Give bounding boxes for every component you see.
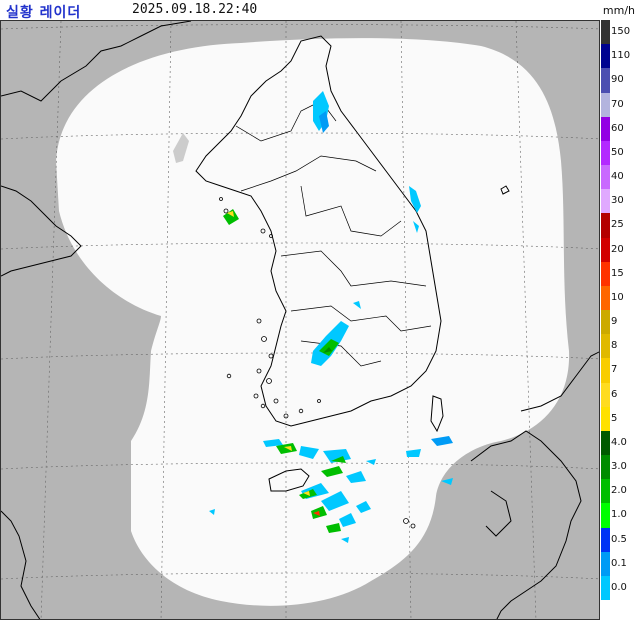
legend-label: 150 (611, 26, 631, 38)
legend-label: 60 (611, 122, 624, 134)
precipitation-legend: mm/h 150 110 90 70 60 50 40 30 25 20 15 10 9 8 7 6 5 4.0 3… (600, 0, 635, 620)
legend-swatch (601, 261, 610, 287)
legend-swatch (601, 20, 610, 45)
legend-swatch (601, 479, 610, 504)
legend-label: 70 (611, 98, 624, 110)
legend-swatch (601, 189, 610, 214)
legend-label: 3.0 (611, 461, 627, 473)
legend-label: 10 (611, 291, 624, 303)
legend-swatch (601, 430, 610, 456)
legend-swatch (601, 92, 610, 118)
radar-coverage-area (56, 38, 570, 606)
legend-label: 20 (611, 243, 624, 255)
legend-label: 7 (611, 364, 618, 376)
legend-label: 1.0 (611, 509, 627, 521)
legend-label: 90 (611, 74, 624, 86)
legend-label: 50 (611, 146, 624, 158)
observation-timestamp: 2025.09.18.22:40 (132, 2, 258, 17)
legend-swatch (601, 382, 610, 408)
legend-swatch (601, 455, 610, 480)
radar-map[interactable] (0, 20, 600, 620)
legend-swatch (601, 213, 610, 238)
legend-label: 8 (611, 340, 618, 352)
legend-unit: mm/h (602, 4, 635, 17)
west-coast-islands (219, 197, 416, 529)
precipitation-echoes (173, 91, 453, 543)
lat-lon-grid (1, 21, 599, 619)
legend-swatch (601, 44, 610, 69)
legend-swatch (601, 406, 610, 432)
radar-map-canvas (1, 21, 599, 619)
legend-label: 40 (611, 171, 624, 183)
legend-swatch (601, 503, 610, 528)
legend-swatch (601, 334, 610, 359)
legend-swatch (601, 165, 610, 190)
legend-swatch (601, 358, 610, 383)
legend-label: 30 (611, 195, 624, 207)
legend-label: 0.0 (611, 581, 627, 593)
legend-label: 25 (611, 219, 624, 231)
legend-label: 6 (611, 388, 618, 400)
header-bar: 실황 레이더 2025.09.18.22:40 (0, 0, 600, 21)
legend-swatch (601, 140, 610, 166)
legend-label: 2.0 (611, 485, 627, 497)
legend-swatch (601, 527, 610, 553)
legend-label: 4.0 (611, 436, 627, 448)
legend-label: 0.5 (611, 533, 627, 545)
legend-label: 5 (611, 412, 618, 424)
product-title: 실황 레이더 (6, 5, 82, 21)
legend-label: 0.1 (611, 557, 627, 569)
legend-label: 15 (611, 267, 624, 279)
legend-swatch (601, 237, 610, 263)
legend-swatch (601, 285, 610, 311)
legend-swatch (601, 575, 610, 601)
legend-label: 110 (611, 50, 631, 62)
legend-swatch (601, 68, 610, 93)
legend-label: 9 (611, 316, 618, 328)
legend-swatch (601, 116, 610, 142)
legend-swatch (601, 551, 610, 577)
legend-swatch (601, 310, 610, 335)
